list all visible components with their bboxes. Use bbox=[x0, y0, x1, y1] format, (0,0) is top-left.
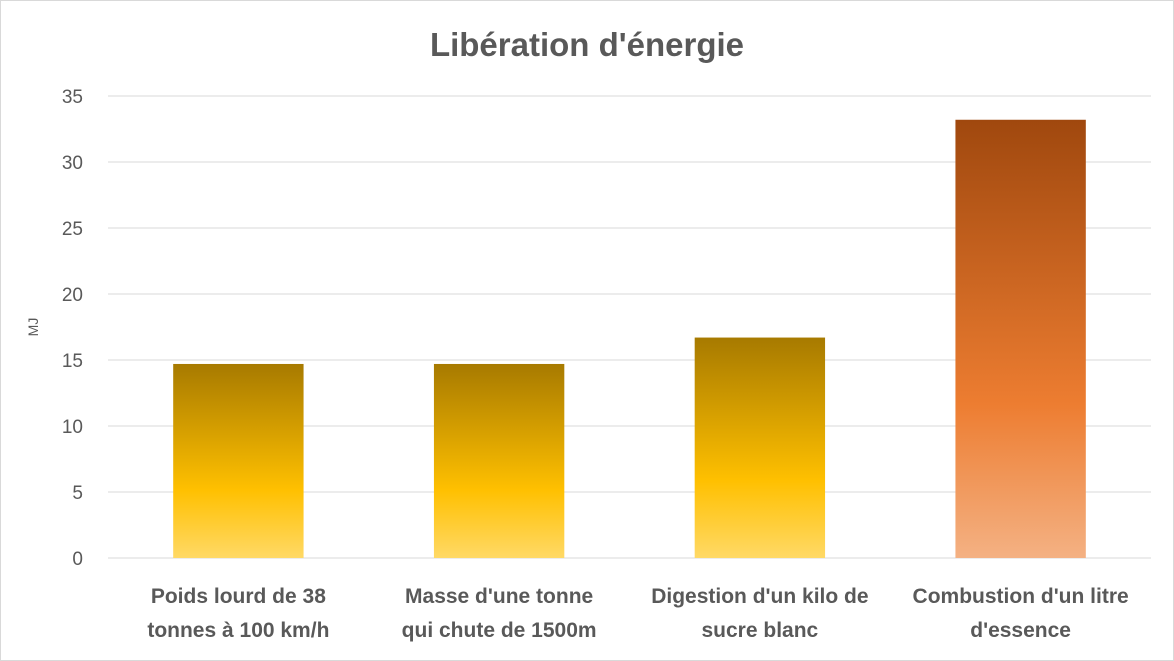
bar bbox=[433, 363, 565, 558]
x-category-label-line: Poids lourd de 38 bbox=[151, 585, 326, 608]
x-category-label-line: Masse d'une tonne bbox=[405, 585, 593, 608]
y-tick-label: 35 bbox=[62, 87, 83, 108]
x-category-labels: Poids lourd de 38 tonnes à 100 km/h Masse … bbox=[147, 585, 1128, 642]
y-tick-labels: 0 5 10 15 20 25 30 35 bbox=[62, 87, 83, 570]
chart-title: Libération d'énergie bbox=[430, 26, 744, 63]
y-tick-label: 30 bbox=[62, 153, 83, 174]
x-category-label-line: sucre blanc bbox=[702, 619, 819, 642]
y-tick-label: 25 bbox=[62, 219, 83, 240]
x-category-label-line: Digestion d'un kilo de bbox=[651, 585, 868, 608]
x-category-label: Poids lourd de 38 tonnes à 100 km/h bbox=[147, 585, 329, 642]
bars bbox=[173, 119, 1086, 558]
x-category-label: Combustion d'un litre d'essence bbox=[913, 585, 1129, 642]
y-tick-label: 10 bbox=[62, 417, 83, 438]
x-category-label-line: d'essence bbox=[970, 619, 1071, 642]
x-category-label-line: tonnes à 100 km/h bbox=[147, 619, 329, 642]
bar bbox=[173, 363, 304, 558]
bar bbox=[955, 119, 1086, 558]
y-tick-label: 0 bbox=[72, 549, 83, 570]
x-category-label: Masse d'une tonne qui chute de 1500m bbox=[402, 585, 597, 642]
y-tick-label: 15 bbox=[62, 351, 83, 372]
y-tick-label: 20 bbox=[62, 285, 83, 306]
y-tick-label: 5 bbox=[72, 483, 83, 504]
bar bbox=[694, 337, 826, 558]
y-axis-label: MJ bbox=[25, 318, 41, 337]
x-category-label-line: qui chute de 1500m bbox=[402, 619, 597, 642]
x-category-label: Digestion d'un kilo de sucre blanc bbox=[651, 585, 868, 642]
x-category-label-line: Combustion d'un litre bbox=[913, 585, 1129, 608]
